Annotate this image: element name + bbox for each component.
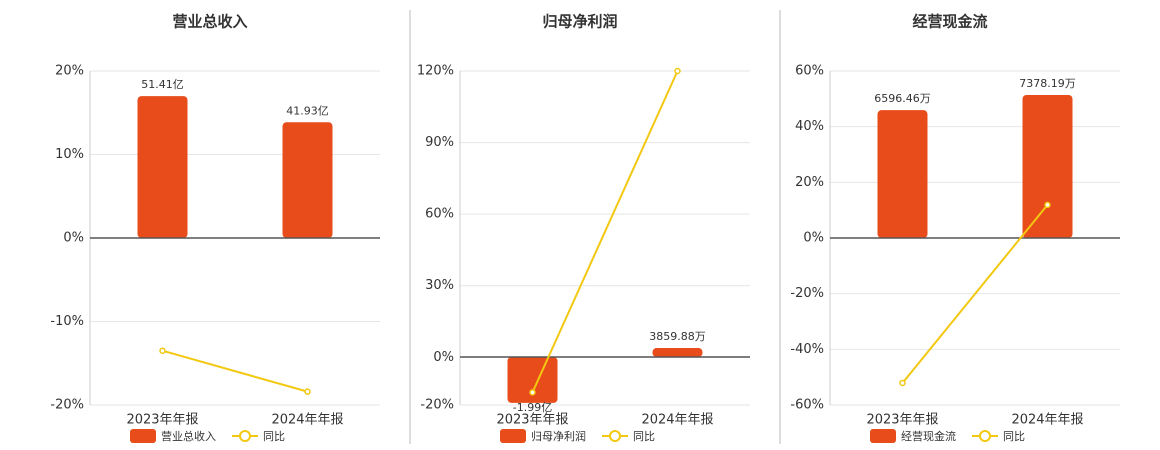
value-label: 41.93亿: [286, 104, 329, 117]
legend-swatch: [130, 429, 156, 443]
x-tick-label: 2024年年报: [271, 413, 343, 428]
x-tick-label: 2023年年报: [126, 413, 198, 428]
bar: [652, 348, 703, 357]
y-tick-label: -20%: [420, 398, 454, 413]
legend-label: 同比: [633, 430, 655, 443]
y-tick-label: 0%: [63, 231, 84, 246]
chart-title: 经营现金流: [912, 13, 987, 31]
legend-label: 同比: [263, 430, 285, 443]
chart-title: 归母净利润: [542, 13, 617, 31]
legend-label: 归母净利润: [531, 429, 586, 443]
line: [901, 204, 1049, 384]
y-tick-label: 90%: [425, 135, 454, 150]
legend-label: 经营现金流: [901, 429, 956, 443]
chart-title: 营业总收入: [172, 13, 247, 31]
chart-panel: 经营现金流 -60% -40% -20% 0% 20% 40% 60% 2023年年报 2024年…: [790, 13, 1120, 443]
y-tick-label: 120%: [417, 64, 454, 79]
y-tick-label: -10%: [50, 314, 84, 329]
value-label: 3859.88万: [649, 330, 706, 343]
line-point: [1044, 201, 1051, 209]
chart-panel: 归母净利润 -20% 0% 30% 60% 90% 120% 2023年年报 2024年年报 -1…: [417, 13, 750, 443]
line-point: [159, 347, 166, 354]
y-tick-label: 30%: [425, 278, 454, 293]
legend-swatch: [609, 430, 621, 442]
legend-swatch: [500, 429, 526, 443]
x-tick-label: 2024年年报: [641, 413, 713, 428]
y-tick-label: 40%: [795, 119, 824, 134]
y-tick-label: 0%: [433, 350, 454, 365]
bar: [137, 96, 188, 239]
legend-swatch: [239, 430, 251, 442]
y-tick-label: 60%: [795, 64, 824, 79]
y-tick-label: 20%: [55, 64, 84, 79]
legend-swatch: [979, 430, 991, 442]
line-point: [529, 389, 536, 396]
x-tick-label: 2024年年报: [1011, 413, 1083, 428]
line-point: [304, 388, 311, 395]
value-label: -1.99亿: [513, 401, 552, 414]
x-tick-label: 2023年年报: [496, 413, 568, 428]
bar: [282, 122, 333, 238]
y-tick-label: 10%: [55, 147, 84, 162]
value-label: 7378.19万: [1019, 77, 1076, 90]
y-tick-label: 20%: [795, 175, 824, 190]
value-label: 6596.46万: [874, 92, 931, 105]
line: [162, 349, 308, 393]
legend-label: 同比: [1003, 430, 1025, 443]
y-tick-label: -20%: [50, 398, 84, 413]
line-point: [899, 379, 906, 387]
bar: [1022, 95, 1073, 238]
x-tick-label: 2023年年报: [866, 413, 938, 428]
line-point: [674, 67, 681, 75]
legend-label: 营业总收入: [161, 429, 216, 443]
chart-panel: 营业总收入 -20% -10% 0% 10% 20% 2023年年报 2024年年报 51.41…: [50, 13, 380, 443]
y-tick-label: -40%: [790, 342, 824, 357]
y-tick-label: -60%: [790, 398, 824, 413]
line: [531, 70, 679, 393]
value-label: 51.41亿: [141, 78, 184, 91]
y-tick-label: 0%: [803, 231, 824, 246]
bar: [877, 110, 928, 238]
y-tick-label: -20%: [790, 286, 824, 301]
bar: [507, 356, 558, 403]
y-tick-label: 60%: [425, 207, 454, 222]
legend-swatch: [870, 429, 896, 443]
